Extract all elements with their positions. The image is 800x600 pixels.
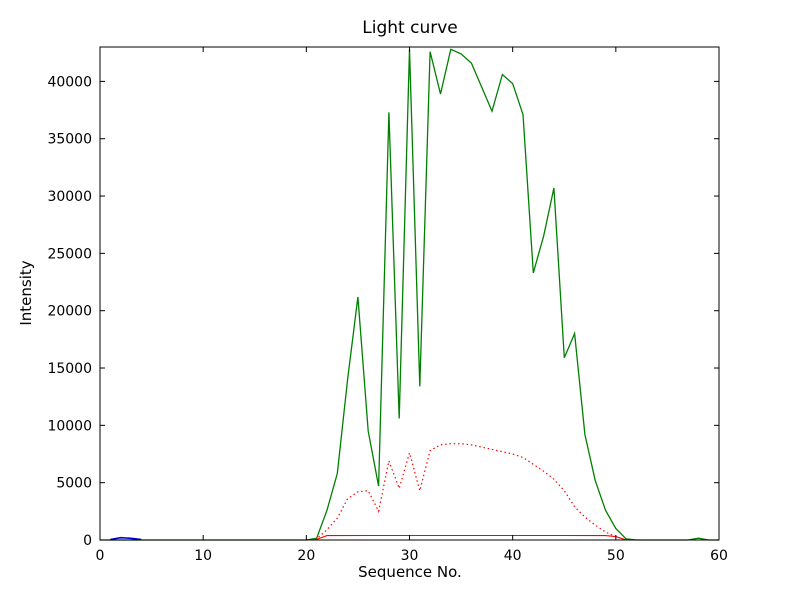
- plot-line-blue-solid: [110, 536, 142, 541]
- y-tick-label: 35000: [47, 132, 92, 148]
- y-tick-label: 20000: [47, 304, 92, 320]
- plot-line-red-solid: [316, 534, 627, 541]
- x-tick-label: 40: [504, 548, 522, 564]
- y-tick-label: 10000: [47, 418, 92, 434]
- axes-frame: [99, 46, 720, 541]
- x-tick-label: 60: [710, 548, 728, 564]
- x-tick-label: 30: [401, 548, 419, 564]
- y-tick-label: 0: [83, 533, 92, 549]
- x-tick-label: 50: [607, 548, 625, 564]
- plot-line-green-solid: [100, 48, 719, 541]
- y-tick-label: 5000: [56, 476, 92, 492]
- plot-line-red-dotted: [306, 443, 627, 541]
- x-axis-label: Sequence No.: [358, 563, 462, 581]
- y-tick-label: 30000: [47, 189, 92, 205]
- y-tick-label: 15000: [47, 361, 92, 377]
- x-tick-label: 0: [96, 548, 105, 564]
- x-tick-label: 20: [297, 548, 315, 564]
- y-tick-label: 25000: [47, 246, 92, 262]
- chart-title: Light curve: [362, 18, 458, 38]
- x-tick-label: 10: [194, 548, 212, 564]
- y-tick-label: 40000: [47, 74, 92, 90]
